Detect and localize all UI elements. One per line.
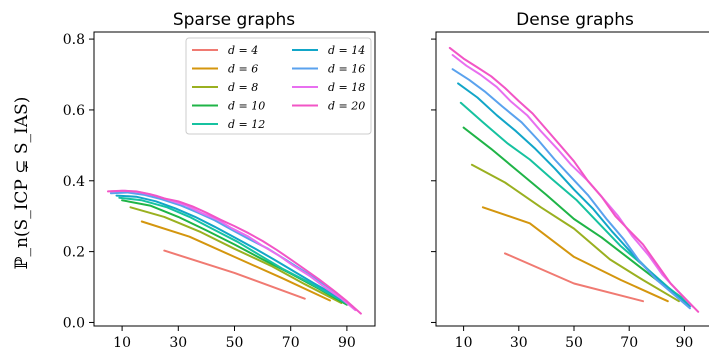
sparse-series-d20: [107, 189, 362, 315]
sparse-series-d8: [129, 206, 343, 304]
sparse-graphs-title: Sparse graphs: [173, 10, 295, 30]
legend: d = 4 d = 6 d = 8 d = 10 d = 12 d = 14 d = 16 d…: [185, 37, 372, 135]
dense-series-d8: [470, 163, 680, 303]
sparse-y-tick-label: 0.6: [63, 103, 85, 119]
dense-graphs-title: Dense graphs: [516, 10, 634, 30]
y-axis-label: ℙ_n(S_ICP ⊊ S_IAS): [12, 97, 32, 270]
dense-x-tick-label: 30: [510, 335, 528, 347]
dense-series-d6: [481, 206, 669, 303]
dense-series-d16: [451, 68, 691, 310]
dense-series-d18: [451, 54, 694, 308]
legend-label: d = 18: [328, 81, 365, 94]
dense-graphs-y-ticks: [431, 38, 436, 323]
dense-x-tick-label: 90: [675, 335, 693, 347]
sparse-x-tick-label: 30: [169, 335, 187, 347]
legend-frame: [185, 37, 372, 135]
legend-label: d = 10: [228, 100, 265, 113]
legend-label: d = 14: [328, 44, 365, 57]
dense-graphs-marks: [448, 46, 700, 313]
sparse-x-tick-label: 90: [338, 335, 356, 347]
sparse-series-d6: [140, 220, 331, 302]
legend-label: d = 8: [228, 81, 258, 94]
sparse-y-tick-label: 0.0: [63, 315, 85, 331]
dense-series-d10: [462, 126, 686, 301]
dense-series-d20: [448, 46, 700, 313]
legend-label: d = 20: [328, 100, 365, 113]
legend-label: d = 12: [228, 118, 265, 131]
sparse-series-d16: [109, 191, 354, 308]
dense-x-tick-label: 10: [455, 335, 473, 347]
legend-label: d = 6: [228, 63, 258, 76]
sparse-y-tick-label: 0.8: [63, 32, 85, 48]
dense-graphs-panel: Dense graphs 10 30 50 70 90: [431, 10, 709, 347]
sparse-graphs-x-ticks: 10 30 50 70 90: [113, 326, 356, 347]
sparse-series-d4: [163, 249, 306, 300]
dense-series-d14: [457, 82, 691, 308]
legend-label: d = 4: [228, 44, 258, 57]
sparse-graphs-y-ticks: 0.0 0.2 0.4 0.6 0.8: [63, 32, 94, 331]
dense-graphs-x-ticks: 10 30 50 70 90: [455, 326, 693, 347]
sparse-x-tick-label: 70: [282, 335, 300, 347]
sparse-series-d14: [115, 194, 354, 308]
sparse-x-tick-label: 50: [226, 335, 244, 347]
dense-x-tick-label: 70: [620, 335, 638, 347]
sparse-series-d12: [118, 196, 354, 308]
sparse-x-tick-label: 10: [113, 335, 131, 347]
sparse-y-tick-label: 0.4: [63, 174, 85, 190]
legend-label: d = 16: [328, 63, 365, 76]
sparse-y-tick-label: 0.2: [63, 245, 85, 261]
dense-series-d4: [504, 252, 644, 303]
dense-x-tick-label: 50: [565, 335, 583, 347]
sparse-graphs-panel: Sparse graphs 10 30 50 70 90 0.0 0.2 0.4 0.6 0.8…: [63, 10, 376, 347]
dense-series-d12: [459, 101, 691, 306]
sparse-graphs-marks: [107, 189, 362, 315]
